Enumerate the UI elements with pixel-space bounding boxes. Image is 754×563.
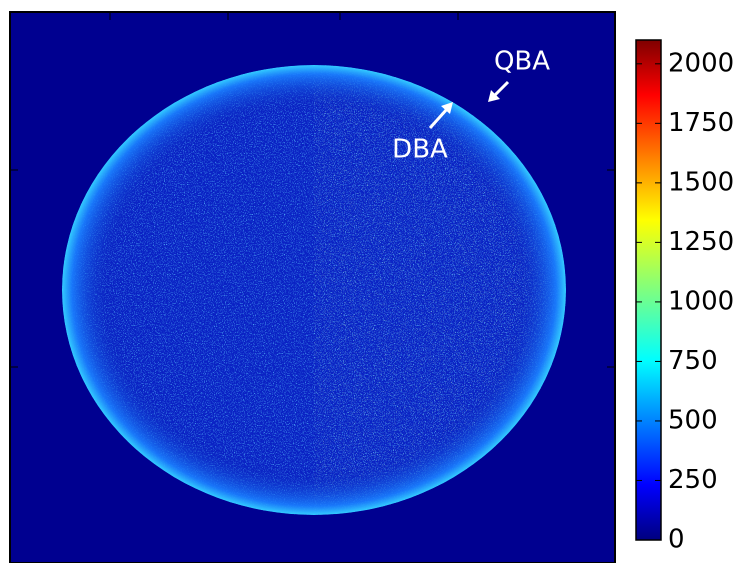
colorbar-tick-label: 750 <box>668 346 718 376</box>
colorbar-tick-label: 1000 <box>668 286 734 316</box>
annotation: QBA <box>494 47 550 77</box>
heatmap-image <box>10 12 615 563</box>
colorbar-tick-label: 1250 <box>668 227 734 257</box>
colorbar-tick-label: 2000 <box>668 48 734 78</box>
annotation: DBA <box>392 135 448 165</box>
colorbar <box>636 40 661 540</box>
chart: QBA DBA 0 250 500 750 1000 1250 1500 1750 2000 <box>0 0 754 563</box>
colorbar-tick-label: 500 <box>668 405 718 435</box>
colorbar-tick-label: 0 <box>668 525 685 555</box>
colorbar-tick-label: 1500 <box>668 167 734 197</box>
colorbar-tick-label: 1750 <box>668 108 734 138</box>
colorbar-tick-label: 250 <box>668 465 718 495</box>
